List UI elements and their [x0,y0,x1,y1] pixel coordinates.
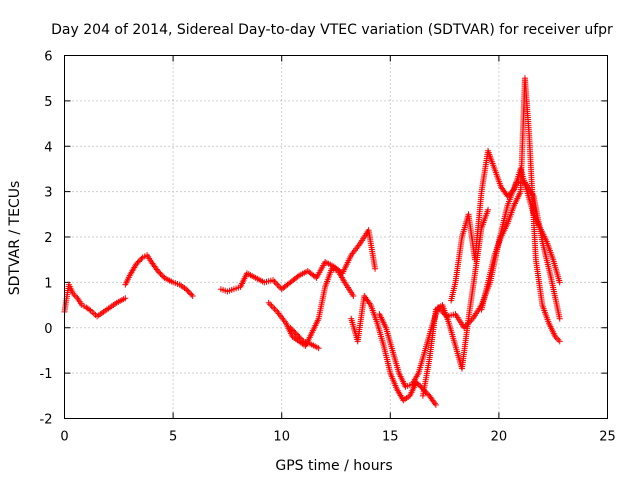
data-point [287,324,294,331]
data-point [160,273,167,280]
data-point [295,332,302,339]
data-point [292,330,299,337]
data-point [507,190,514,197]
data-point [265,299,272,306]
data-point [289,327,296,334]
data-point [288,326,295,333]
data-point [291,328,298,335]
data-point [122,295,129,302]
data-point [293,331,300,338]
data-point [485,206,492,213]
data-point [86,306,93,313]
data-point [296,334,303,341]
chart-title: Day 204 of 2014, Sidereal Day-to-day VTE… [51,22,613,38]
data-point [183,286,190,293]
data-point [187,290,194,297]
data-point [555,336,562,343]
y-tick-label: -2 [40,413,53,428]
x-tick-label: 15 [382,430,399,445]
data-point [297,335,304,342]
y-axis-label: SDTVAR / TECUs [7,181,23,296]
data-point [556,315,563,322]
data-point [157,270,164,277]
data-point [315,345,322,352]
data-points [61,75,563,408]
grid-lines [64,55,608,419]
data-point [188,291,195,298]
data-point [299,337,306,344]
data-point [156,269,163,276]
data-point [189,292,196,299]
data-point [272,307,279,314]
data-point [432,401,439,408]
data-point [158,272,165,279]
data-point [134,259,141,266]
data-point [415,381,422,388]
y-tick-label: 5 [44,95,52,110]
y-tick-label: -1 [40,367,53,382]
data-point [350,292,357,299]
x-tick-label: 5 [169,430,177,445]
data-point [509,187,516,194]
x-tick-label: 20 [491,430,508,445]
data-point [154,268,161,275]
x-tick-label: 10 [273,430,290,445]
data-point [505,191,512,198]
data-point [414,380,421,387]
data-point [133,261,140,268]
data-point [267,301,274,308]
y-tick-label: 3 [44,186,52,201]
y-tick-label: 4 [44,140,52,155]
data-point [504,193,511,200]
data-point [268,302,275,309]
data-point [137,257,144,264]
data-point [274,281,281,288]
y-tick-label: 6 [44,50,52,65]
plot-frame [64,55,608,419]
y-tick-label: 0 [44,322,52,337]
data-point [372,265,379,272]
y-tick-label: 2 [44,231,52,246]
x-tick-label: 0 [60,430,68,445]
data-point [294,273,301,280]
data-point [556,338,563,345]
data-point [270,304,277,311]
data-point [423,390,430,397]
data-point [271,305,278,312]
data-point [271,278,278,285]
data-point [135,258,142,265]
data-point [508,189,515,196]
data-point [556,279,563,286]
data-point [417,383,424,390]
data-point [184,287,191,294]
data-point [185,288,192,295]
x-axis-label: GPS time / hours [275,458,392,474]
y-tick-label: 1 [44,276,52,291]
data-point [138,255,145,262]
x-tick-label: 25 [599,430,616,445]
tick-labels: 0 5 10 15 20 25 -2 -1 0 1 2 3 4 5 6 [40,50,616,445]
